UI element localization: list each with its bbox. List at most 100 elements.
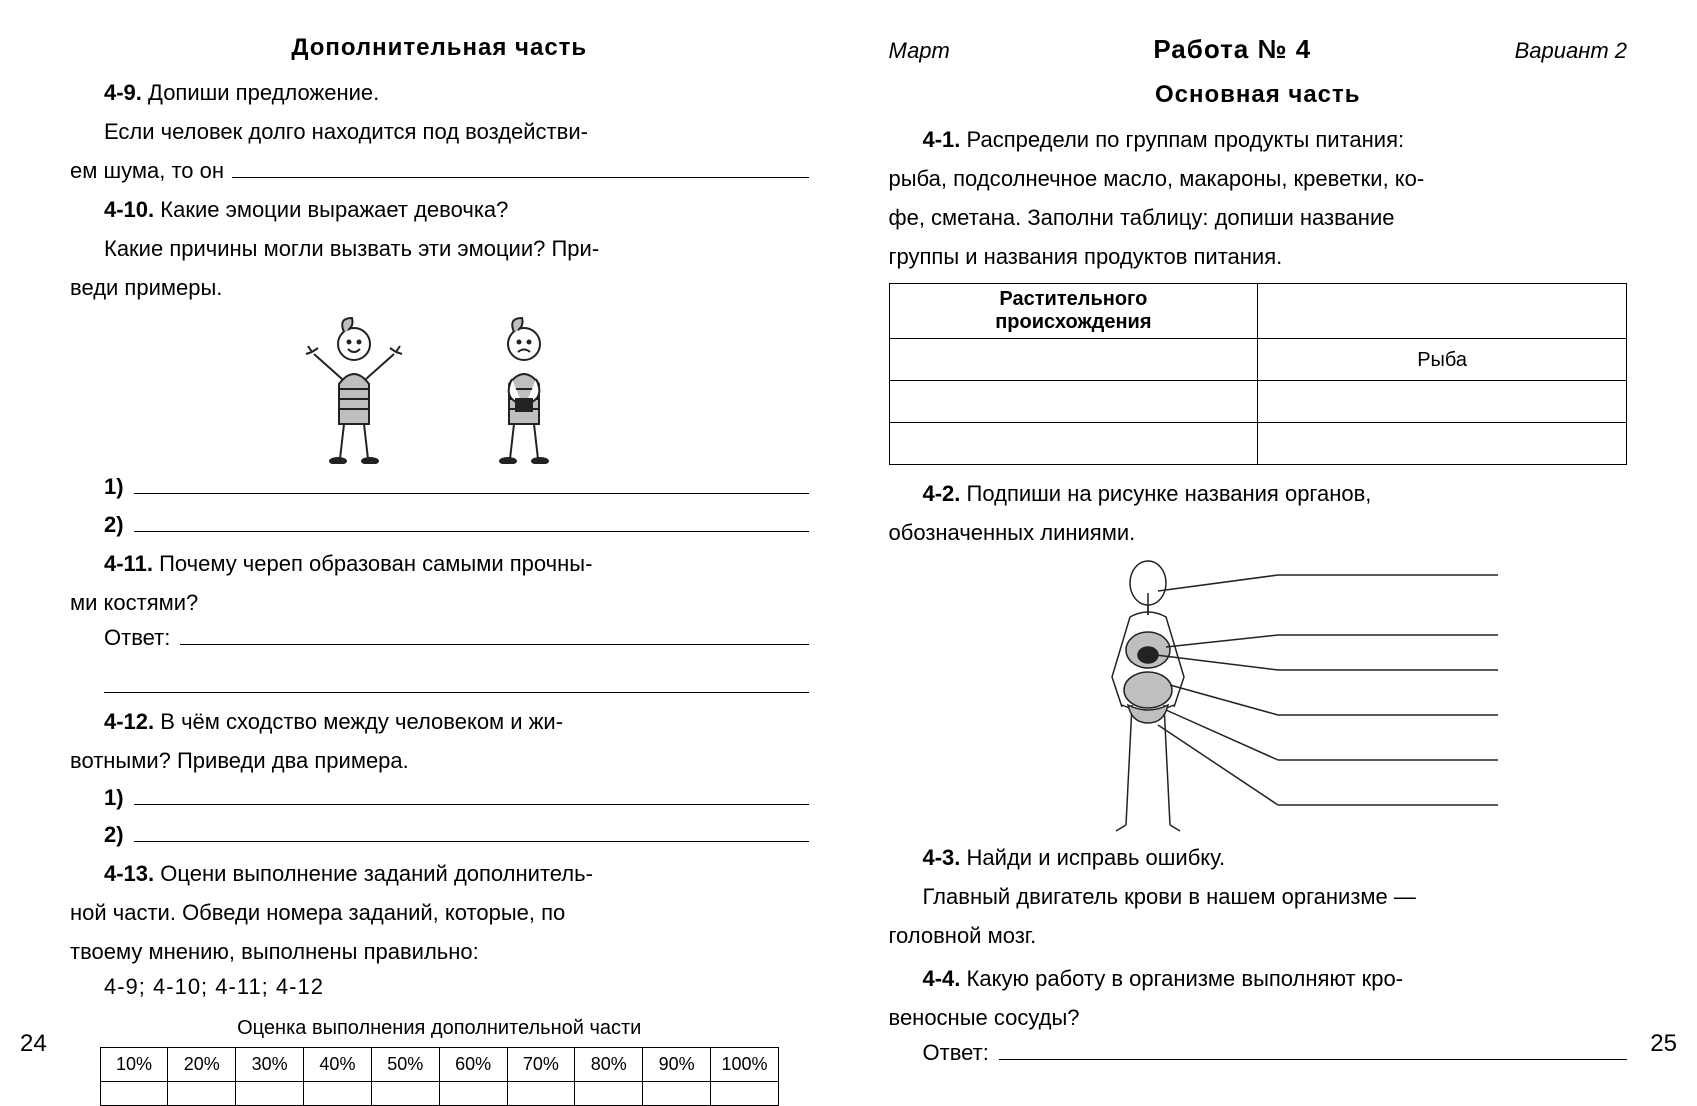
eval-col-9: 100% (711, 1047, 779, 1081)
list-2b: 2) (70, 818, 809, 851)
anatomy-figure (889, 555, 1628, 835)
eval-col-7: 80% (575, 1047, 643, 1081)
task-4-10-line2: Какие причины могли вызвать эти эмоции? … (70, 232, 809, 265)
eval-col-6: 70% (507, 1047, 575, 1081)
task-4-3-body2: головной мозг. (889, 919, 1628, 952)
blank-line[interactable] (134, 507, 809, 531)
eval-col-2: 30% (236, 1047, 304, 1081)
task-4-2: 4-2. Подпиши на рисунке названия органов… (889, 477, 1628, 510)
list-1: 1) (70, 470, 809, 503)
answer-label: Ответ: (923, 1036, 989, 1069)
task-4-13-num: 4-13. (104, 861, 154, 886)
girls-illustration (70, 314, 809, 464)
task-4-1: 4-1. Распредели по группам продукты пита… (889, 123, 1628, 156)
page-left: Дополнительная часть 4-9. Допиши предлож… (0, 0, 849, 1080)
eval-col-3: 40% (304, 1047, 372, 1081)
eval-col-8: 90% (643, 1047, 711, 1081)
task-4-11: 4-11. Почему череп образован самыми проч… (70, 547, 809, 580)
task-4-13: 4-13. Оцени выполнение заданий дополните… (70, 857, 809, 890)
food-r0c1[interactable]: Рыба (1258, 339, 1627, 381)
list-1b-label: 1) (70, 781, 124, 814)
eval-col-5: 60% (439, 1047, 507, 1081)
task-4-11-text: Почему череп образован самыми прочны- (159, 551, 592, 576)
task-4-11-line2: ми костями? (70, 586, 809, 619)
left-section-title: Дополнительная часть (70, 30, 809, 66)
task-4-4-text: Какую работу в организме выполняют кро- (967, 966, 1404, 991)
task-4-3-num: 4-3. (923, 845, 961, 870)
food-table: Растительного происхождения Рыба (889, 283, 1628, 465)
task-4-13-line2: ной части. Обведи номера заданий, которы… (70, 896, 809, 929)
task-4-4-line2: веносные сосуды? (889, 1001, 1628, 1034)
blank-line[interactable] (104, 662, 809, 693)
task-4-10-num: 4-10. (104, 197, 154, 222)
food-header-left: Растительного происхождения (889, 284, 1258, 339)
blank-line[interactable] (999, 1036, 1627, 1060)
blank-line[interactable] (232, 154, 808, 178)
right-section-title: Основная часть (889, 77, 1628, 113)
eval-col-4: 50% (371, 1047, 439, 1081)
page-right: Март Работа № 4 Вариант 2 Основная часть… (849, 0, 1697, 1080)
task-4-4-num: 4-4. (923, 966, 961, 991)
food-r1c1[interactable] (1258, 381, 1627, 423)
eval-blank-row[interactable] (100, 1081, 778, 1105)
task-4-1-line2: рыба, подсолнечное масло, макароны, крев… (889, 162, 1628, 195)
task-4-2-text: Подпиши на рисунке названия органов, (967, 481, 1372, 506)
girl-happy-icon (294, 314, 414, 464)
task-4-3-body1: Главный двигатель крови в нашем организм… (889, 880, 1628, 913)
task-4-10: 4-10. Какие эмоции выражает девочка? (70, 193, 809, 226)
eval-table: 10% 20% 30% 40% 50% 60% 70% 80% 90% 100% (100, 1047, 779, 1106)
eval-col-1: 20% (168, 1047, 236, 1081)
task-4-11-num: 4-11. (104, 551, 153, 576)
blank-line[interactable] (180, 621, 808, 645)
eval-col-0: 10% (100, 1047, 168, 1081)
blank-line[interactable] (134, 470, 809, 494)
task-4-12-num: 4-12. (104, 709, 154, 734)
food-r2c0[interactable] (889, 423, 1258, 465)
food-r2c1[interactable] (1258, 423, 1627, 465)
header-work: Работа № 4 (1153, 30, 1311, 69)
task-4-9-body-b: ем шума, то он (70, 154, 224, 187)
right-header: Март Работа № 4 Вариант 2 (889, 30, 1628, 69)
task-4-12-text: В чём сходство между человеком и жи- (160, 709, 563, 734)
task-4-1-line3: фе, сметана. Заполни таблицу: допиши наз… (889, 201, 1628, 234)
answer-label: Ответ: (104, 621, 170, 654)
list-2: 2) (70, 507, 809, 540)
list-2-label: 2) (70, 508, 124, 541)
page-number-right: 25 (1650, 1026, 1677, 1062)
task-4-10-line3: веди примеры. (70, 271, 809, 304)
food-r0c0[interactable] (889, 339, 1258, 381)
task-4-13-line3: твоему мнению, выполнены правильно: (70, 935, 809, 968)
blank-line[interactable] (134, 818, 809, 842)
task-4-12: 4-12. В чём сходство между человеком и ж… (70, 705, 809, 738)
blank-line[interactable] (134, 781, 809, 805)
task-4-3: 4-3. Найди и исправь ошибку. (889, 841, 1628, 874)
task-4-1-text: Распредели по группам продукты питания: (967, 127, 1405, 152)
task-4-1-line4: группы и названия продуктов питания. (889, 240, 1628, 273)
eval-caption: Оценка выполнения дополнительной части (70, 1013, 809, 1043)
food-r1c0[interactable] (889, 381, 1258, 423)
task-4-13-refs[interactable]: 4-9; 4-10; 4-11; 4-12 (70, 970, 809, 1003)
answer-4-4: Ответ: (889, 1036, 1628, 1069)
task-4-9: 4-9. Допиши предложение. (70, 76, 809, 109)
task-4-9-body-b-row: ем шума, то он (70, 154, 809, 187)
food-header-right[interactable] (1258, 284, 1627, 339)
list-2b-label: 2) (70, 818, 124, 851)
eval-header-row: 10% 20% 30% 40% 50% 60% 70% 80% 90% 100% (100, 1047, 778, 1081)
anatomy-icon (998, 555, 1518, 835)
answer-4-11: Ответ: (70, 621, 809, 654)
girl-sad-icon (464, 314, 584, 464)
list-1-label: 1) (70, 470, 124, 503)
task-4-10-text: Какие эмоции выражает девочка? (160, 197, 508, 222)
task-4-2-num: 4-2. (923, 481, 961, 506)
page-number-left: 24 (20, 1026, 47, 1062)
task-4-9-num: 4-9. (104, 80, 142, 105)
task-4-9-text: Допиши предложение. (148, 80, 379, 105)
header-month: Март (889, 34, 950, 67)
task-4-3-text: Найди и исправь ошибку. (967, 845, 1226, 870)
header-variant: Вариант 2 (1515, 34, 1627, 67)
task-4-4: 4-4. Какую работу в организме выполняют … (889, 962, 1628, 995)
list-1b: 1) (70, 781, 809, 814)
task-4-2-line2: обозначенных линиями. (889, 516, 1628, 549)
task-4-12-line2: вотными? Приведи два примера. (70, 744, 809, 777)
task-4-1-num: 4-1. (923, 127, 961, 152)
